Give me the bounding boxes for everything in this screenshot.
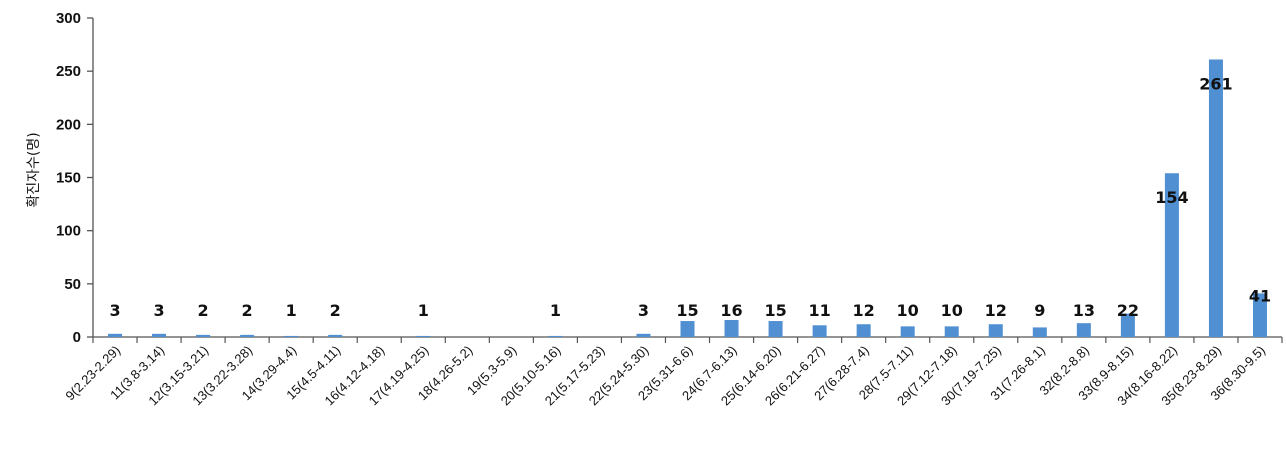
data-label: 2 [330,301,341,320]
bar [416,336,430,337]
bar [857,324,871,337]
bar [284,336,298,337]
bar [240,335,254,337]
bars [108,59,1267,337]
data-label: 3 [153,301,164,320]
bar [1077,323,1091,337]
y-tick-label: 200 [56,116,81,133]
bar [945,326,959,337]
data-label: 1 [286,301,297,320]
bar [681,321,695,337]
bar [196,335,210,337]
bar [813,325,827,337]
data-label: 3 [109,301,120,320]
y-tick-label: 300 [56,10,81,27]
x-axis: 9(2.23-2.29)11(3.8-3.14)12(3.15-3.21)13(… [62,337,1282,408]
y-tick-label: 50 [64,276,81,293]
data-label: 13 [1073,301,1095,320]
y-tick-label: 150 [56,170,81,187]
bar [725,320,739,337]
bar [152,334,166,337]
data-label: 3 [638,301,649,320]
y-axis-title: 확진자수(명) [26,132,42,207]
bar [989,324,1003,337]
y-tick-label: 100 [56,223,81,240]
bar [769,321,783,337]
data-label: 16 [720,301,742,320]
data-label: 11 [808,301,830,320]
data-label: 22 [1117,301,1139,320]
data-label: 261 [1199,74,1232,93]
bar [548,336,562,337]
data-label: 15 [676,301,698,320]
bar [1033,327,1047,337]
bar [1209,59,1223,337]
y-tick-label: 250 [56,63,81,80]
bar [108,334,122,337]
data-label: 12 [985,301,1007,320]
data-label: 9 [1034,301,1045,320]
data-label: 2 [242,301,253,320]
data-label: 154 [1155,188,1188,207]
data-label: 2 [198,301,209,320]
bar [328,335,342,337]
data-label: 15 [764,301,786,320]
data-label: 41 [1249,286,1271,305]
data-label: 1 [550,301,561,320]
bar [636,334,650,337]
data-label: 12 [853,301,875,320]
y-tick-label: 0 [73,329,81,346]
data-label: 10 [897,301,919,320]
y-axis: 0 50 100 150 200 250 300 [56,10,93,346]
bar [901,326,915,337]
data-label: 1 [418,301,429,320]
data-label: 10 [941,301,963,320]
